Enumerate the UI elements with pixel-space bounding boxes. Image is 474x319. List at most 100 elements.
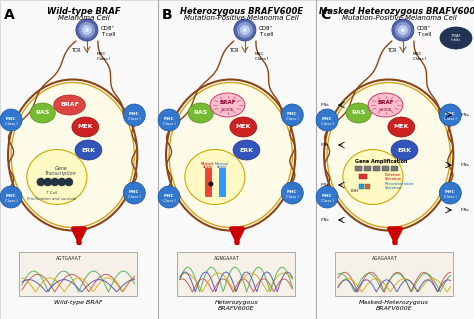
Bar [158, 0, 316, 319]
Text: IFNs: IFNs [460, 113, 469, 117]
Ellipse shape [391, 140, 418, 160]
Circle shape [44, 178, 52, 186]
Text: MHC: MHC [129, 112, 139, 116]
Ellipse shape [440, 27, 472, 49]
Text: MEK: MEK [78, 124, 93, 130]
Text: Gene: Gene [55, 167, 67, 172]
Bar [391, 166, 398, 171]
Text: RAS: RAS [36, 110, 50, 115]
Circle shape [243, 28, 247, 32]
Circle shape [392, 19, 414, 41]
Text: Wild-type BRAF: Wild-type BRAF [47, 7, 120, 16]
Circle shape [439, 104, 461, 126]
Text: MHC
Class I: MHC Class I [255, 52, 268, 61]
Text: ERK: ERK [82, 147, 95, 152]
Circle shape [0, 186, 22, 208]
Text: RAS: RAS [352, 110, 366, 115]
Ellipse shape [368, 93, 403, 117]
Circle shape [158, 186, 180, 208]
Circle shape [37, 178, 45, 186]
Circle shape [0, 109, 22, 131]
Text: Class I: Class I [5, 199, 18, 203]
Circle shape [237, 22, 253, 38]
Text: Proliferation and survival: Proliferation and survival [27, 197, 76, 201]
Text: V600E: V600E [221, 108, 234, 112]
Text: Class I: Class I [163, 199, 175, 203]
Ellipse shape [11, 83, 134, 227]
Text: MHC
Class I: MHC Class I [97, 52, 110, 61]
Ellipse shape [75, 140, 102, 160]
Bar [364, 166, 371, 171]
Text: IFNs: IFNs [321, 103, 329, 107]
Circle shape [395, 22, 411, 38]
Circle shape [85, 28, 89, 32]
Text: Class I: Class I [128, 195, 141, 199]
Text: AGTGAAAT: AGTGAAAT [56, 256, 82, 261]
Text: IFNs: IFNs [321, 183, 329, 187]
Text: IFNs: IFNs [321, 218, 329, 222]
Circle shape [316, 186, 338, 208]
Text: Class I: Class I [321, 199, 333, 203]
Circle shape [281, 182, 303, 204]
Bar [359, 184, 364, 189]
Text: IFNs: IFNs [460, 208, 469, 212]
Text: Masked-Heterozygous
BRAFV600E: Masked-Heterozygous BRAFV600E [359, 300, 429, 311]
Bar [335, 252, 454, 296]
Bar [355, 166, 362, 171]
Bar [359, 174, 367, 179]
Text: MHC: MHC [445, 190, 456, 194]
Text: RAS: RAS [193, 110, 208, 115]
Text: allele: allele [202, 165, 213, 169]
Bar [19, 252, 137, 296]
Text: Mutant: Mutant [201, 162, 215, 166]
Text: MEK: MEK [236, 124, 251, 130]
Text: IFNs: IFNs [460, 163, 469, 167]
Text: MEK: MEK [393, 124, 409, 130]
Bar [373, 166, 380, 171]
Text: V600E: V600E [379, 108, 392, 112]
Ellipse shape [185, 150, 245, 204]
Text: CD8⁺: CD8⁺ [417, 26, 431, 31]
Text: TRAF
Inhib: TRAF Inhib [451, 34, 461, 42]
Circle shape [240, 25, 250, 35]
Circle shape [51, 178, 59, 186]
Text: TCR: TCR [229, 48, 239, 53]
Text: TCR: TCR [72, 48, 81, 53]
Text: AGNGAAAT: AGNGAAAT [214, 256, 240, 261]
Text: Class I: Class I [286, 117, 299, 121]
Circle shape [76, 19, 98, 41]
Bar [0, 0, 158, 319]
Text: Transcription: Transcription [45, 172, 77, 176]
Text: T cell: T cell [417, 32, 431, 36]
Text: T cell: T cell [101, 32, 115, 36]
Text: CD8⁺: CD8⁺ [259, 26, 273, 31]
Text: MHC: MHC [287, 190, 298, 194]
Text: Heterozygous
BRAFV600E: Heterozygous BRAFV600E [214, 300, 258, 311]
Text: Class I: Class I [321, 122, 333, 126]
Ellipse shape [388, 117, 415, 137]
Ellipse shape [188, 103, 213, 123]
Ellipse shape [346, 103, 371, 123]
Text: MHC: MHC [6, 194, 16, 198]
Bar [177, 252, 295, 296]
Text: Normal: Normal [215, 162, 229, 166]
Text: MHC
Class I: MHC Class I [413, 52, 426, 61]
Text: Class I: Class I [444, 117, 456, 121]
Text: BRAF: BRAF [60, 102, 79, 108]
Circle shape [58, 178, 66, 186]
Circle shape [234, 19, 256, 41]
Text: MHC: MHC [322, 117, 332, 121]
Text: Wild-type BRAF: Wild-type BRAF [54, 300, 102, 305]
Circle shape [65, 178, 73, 186]
Text: Class I: Class I [163, 122, 175, 126]
Text: LOH: LOH [351, 189, 359, 193]
Text: MHC: MHC [164, 117, 174, 121]
Text: Gene Amplification: Gene Amplification [355, 159, 407, 164]
Circle shape [316, 109, 338, 131]
Ellipse shape [343, 150, 403, 204]
Ellipse shape [233, 140, 260, 160]
Text: MHC: MHC [129, 190, 139, 194]
Text: Class I: Class I [444, 195, 456, 199]
Text: AGAGAAAT: AGAGAAAT [372, 256, 398, 261]
Text: IFNs: IFNs [321, 143, 329, 147]
